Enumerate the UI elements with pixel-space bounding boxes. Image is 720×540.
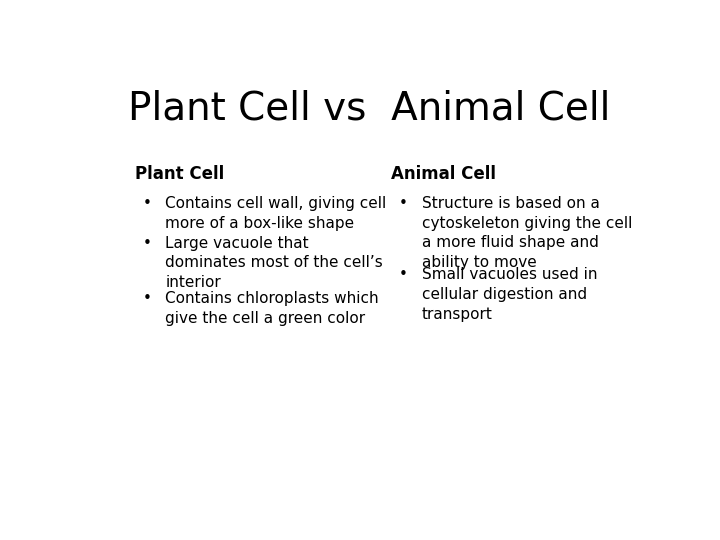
Text: Plant Cell: Plant Cell [135, 165, 224, 183]
Text: •: • [399, 196, 408, 211]
Text: Structure is based on a
cytoskeleton giving the cell
a more fluid shape and
abil: Structure is based on a cytoskeleton giv… [422, 196, 632, 270]
Text: Contains chloroplasts which
give the cell a green color: Contains chloroplasts which give the cel… [166, 292, 379, 326]
Text: •: • [399, 267, 408, 282]
Text: Large vacuole that
dominates most of the cell’s
interior: Large vacuole that dominates most of the… [166, 235, 383, 291]
Text: Small vacuoles used in
cellular digestion and
transport: Small vacuoles used in cellular digestio… [422, 267, 598, 322]
Text: •: • [143, 292, 151, 306]
Text: Plant Cell vs  Animal Cell: Plant Cell vs Animal Cell [128, 90, 610, 128]
Text: •: • [143, 196, 151, 211]
Text: Animal Cell: Animal Cell [392, 165, 496, 183]
Text: Contains cell wall, giving cell
more of a box-like shape: Contains cell wall, giving cell more of … [166, 196, 387, 231]
Text: •: • [143, 235, 151, 251]
